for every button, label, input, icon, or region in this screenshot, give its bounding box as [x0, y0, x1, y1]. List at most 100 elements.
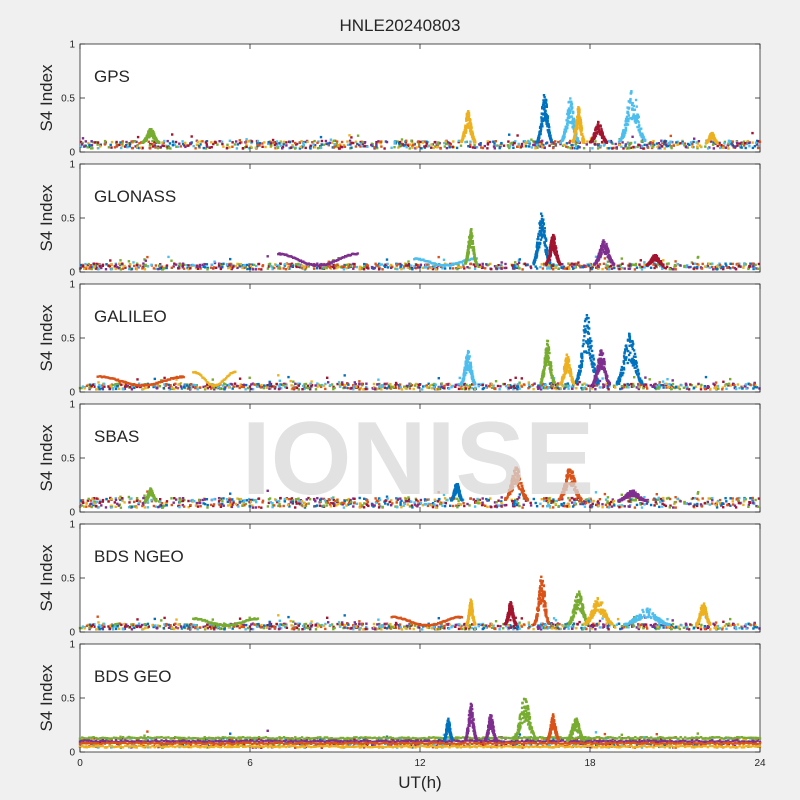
data-point	[454, 383, 457, 387]
data-point	[592, 136, 596, 140]
data-point	[232, 385, 235, 388]
data-point	[229, 382, 232, 386]
data-point	[271, 267, 274, 271]
data-point	[538, 226, 542, 230]
data-point	[169, 147, 172, 150]
data-point	[403, 385, 406, 388]
data-point	[289, 379, 292, 383]
data-point	[123, 387, 127, 390]
data-point	[118, 387, 121, 390]
data-point	[569, 97, 572, 100]
data-point	[332, 146, 336, 149]
data-point	[496, 144, 499, 147]
data-point	[537, 136, 541, 139]
data-point	[151, 145, 155, 148]
data-point	[189, 267, 192, 270]
data-point	[599, 131, 602, 134]
data-point	[385, 258, 389, 261]
data-point	[608, 139, 611, 143]
data-point	[633, 117, 637, 121]
data-point	[552, 141, 555, 144]
data-point	[331, 141, 334, 144]
data-point	[385, 140, 389, 144]
data-point	[399, 262, 402, 266]
data-point	[466, 366, 469, 370]
data-point	[152, 267, 156, 270]
data-point	[154, 136, 158, 139]
data-point	[706, 264, 709, 268]
data-point	[597, 257, 601, 260]
data-point	[471, 376, 475, 379]
data-point	[635, 115, 639, 118]
data-point	[358, 266, 362, 269]
data-point	[391, 386, 394, 389]
data-point	[202, 385, 205, 389]
data-point	[348, 139, 352, 142]
data-point	[633, 108, 637, 111]
data-point	[299, 145, 302, 149]
data-point	[223, 378, 227, 381]
data-point	[374, 387, 377, 390]
data-point	[515, 264, 518, 268]
data-point	[642, 137, 645, 140]
data-point	[313, 139, 316, 143]
data-point	[196, 388, 199, 391]
data-point	[574, 145, 578, 149]
data-point	[576, 147, 579, 150]
data-point	[359, 145, 362, 148]
data-point	[465, 365, 468, 368]
data-point	[434, 145, 437, 148]
data-point	[328, 266, 332, 269]
data-point	[215, 386, 218, 389]
data-point	[467, 350, 470, 354]
data-point	[187, 144, 190, 147]
data-point	[620, 145, 623, 148]
data-point	[295, 265, 298, 269]
data-point	[602, 262, 606, 265]
data-point	[609, 264, 613, 268]
data-point	[542, 108, 546, 111]
data-point	[320, 143, 323, 146]
data-point	[563, 135, 566, 138]
data-point	[221, 264, 224, 267]
data-point	[671, 382, 675, 386]
data-point	[532, 387, 535, 391]
data-point	[674, 268, 677, 271]
data-point	[619, 387, 622, 391]
data-point	[660, 139, 663, 142]
data-point	[659, 143, 662, 147]
data-point	[657, 385, 661, 388]
data-point	[390, 146, 393, 149]
data-point	[542, 99, 545, 102]
data-point	[87, 262, 90, 266]
data-point	[281, 147, 284, 150]
data-point	[396, 140, 399, 143]
data-point	[465, 125, 468, 128]
data-point	[345, 263, 349, 267]
data-point	[518, 258, 521, 261]
data-point	[703, 385, 706, 388]
data-point	[437, 377, 440, 380]
data-point	[120, 142, 124, 146]
data-point	[673, 264, 677, 268]
data-point	[89, 264, 93, 267]
data-point	[627, 120, 630, 123]
data-point	[575, 126, 578, 129]
data-point	[290, 146, 293, 149]
data-point	[658, 146, 661, 149]
data-point	[298, 147, 302, 150]
data-point	[415, 146, 418, 149]
data-point	[552, 239, 556, 243]
data-point	[361, 266, 364, 270]
data-point	[84, 144, 87, 148]
data-point	[552, 268, 555, 271]
data-point	[229, 264, 232, 268]
data-point	[676, 140, 679, 143]
data-point	[628, 264, 631, 267]
data-point	[319, 384, 322, 387]
data-point	[192, 144, 195, 148]
data-point	[464, 373, 467, 377]
data-point	[518, 267, 521, 270]
data-point	[696, 256, 699, 259]
data-point	[554, 143, 557, 146]
